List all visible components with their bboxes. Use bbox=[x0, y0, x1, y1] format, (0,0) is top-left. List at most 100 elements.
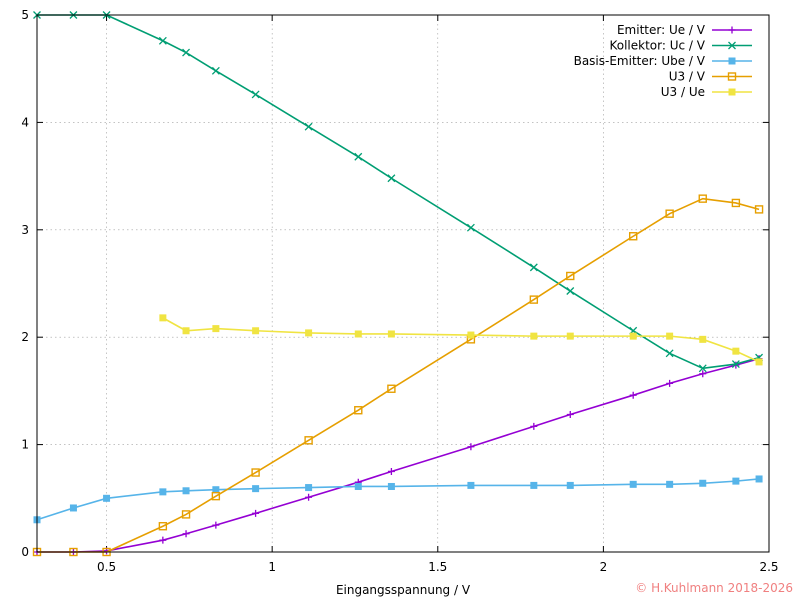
data-point bbox=[252, 509, 260, 517]
legend-marker bbox=[728, 41, 736, 50]
data-point bbox=[629, 332, 637, 340]
series-3 bbox=[33, 475, 763, 524]
data-point bbox=[182, 530, 190, 538]
data-point bbox=[159, 314, 167, 322]
data-point bbox=[304, 122, 313, 131]
data-point bbox=[566, 332, 574, 340]
grid-lines bbox=[37, 15, 769, 552]
y-tick-label: 3 bbox=[21, 223, 29, 237]
data-point bbox=[305, 493, 313, 501]
data-point bbox=[754, 205, 764, 214]
data-point bbox=[182, 48, 191, 57]
data-point bbox=[159, 488, 167, 496]
x-tick-label: 2.5 bbox=[759, 560, 778, 574]
data-point bbox=[755, 358, 763, 366]
data-point bbox=[530, 332, 538, 340]
data-point bbox=[354, 330, 362, 338]
legend-label: U3 / V bbox=[669, 70, 706, 84]
data-point bbox=[666, 379, 674, 387]
data-point bbox=[251, 468, 260, 477]
data-point bbox=[530, 422, 538, 430]
data-point bbox=[698, 364, 707, 373]
series-line bbox=[36, 478, 760, 521]
data-point bbox=[699, 335, 707, 343]
x-tick-label: 0.5 bbox=[97, 560, 116, 574]
data-point bbox=[466, 223, 475, 232]
data-point bbox=[181, 510, 191, 519]
series-line bbox=[37, 14, 760, 370]
data-point bbox=[529, 263, 538, 272]
data-point bbox=[731, 198, 741, 208]
data-point bbox=[566, 271, 575, 281]
data-point bbox=[699, 479, 707, 487]
data-point bbox=[566, 411, 574, 419]
legend-marker bbox=[728, 57, 736, 65]
series-line bbox=[37, 197, 760, 553]
data-point bbox=[212, 486, 220, 494]
data-point bbox=[731, 360, 740, 369]
data-point bbox=[699, 370, 707, 378]
data-point bbox=[354, 406, 363, 415]
legend-label: Emitter: Ue / V bbox=[617, 23, 706, 37]
data-point bbox=[182, 327, 190, 335]
data-point bbox=[387, 384, 396, 393]
data-point bbox=[387, 174, 396, 183]
data-point bbox=[628, 232, 638, 241]
data-point bbox=[252, 327, 260, 335]
series-2 bbox=[33, 11, 764, 373]
y-tick-label: 0 bbox=[21, 545, 29, 559]
data-point bbox=[304, 436, 313, 445]
data-point bbox=[566, 481, 574, 489]
y-tick-label: 5 bbox=[21, 8, 29, 22]
data-point bbox=[629, 480, 637, 488]
data-point bbox=[305, 329, 313, 337]
series-5 bbox=[159, 314, 763, 366]
data-point bbox=[698, 194, 707, 203]
data-point bbox=[566, 287, 575, 295]
x-tick-label: 1 bbox=[268, 560, 276, 574]
data-point bbox=[467, 481, 475, 489]
data-point bbox=[387, 482, 395, 490]
x-axis-label: Eingangsspannung / V bbox=[336, 583, 471, 597]
data-point bbox=[159, 536, 167, 544]
data-point bbox=[354, 482, 362, 490]
x-tick-label: 1.5 bbox=[428, 560, 447, 574]
data-point bbox=[732, 477, 740, 485]
y-tick-label: 1 bbox=[21, 438, 29, 452]
data-point bbox=[158, 36, 167, 45]
data-point bbox=[530, 481, 538, 489]
plot-frame bbox=[36, 14, 770, 553]
data-point bbox=[467, 331, 475, 339]
legend: Emitter: Ue / V Kollektor: Uc / VBasis-Em… bbox=[574, 23, 752, 99]
axis-ticks: 0 1 2 3 4 5 0.5 1 1.5 2 2.5 bbox=[21, 8, 778, 574]
data-point bbox=[252, 485, 260, 493]
data-point bbox=[665, 209, 674, 218]
data-point bbox=[755, 475, 763, 483]
data-point bbox=[212, 325, 220, 333]
y-tick-label: 4 bbox=[21, 115, 29, 129]
data-point bbox=[629, 391, 637, 399]
data-point bbox=[529, 295, 539, 304]
y-tick-label: 2 bbox=[21, 330, 29, 344]
legend-marker bbox=[728, 26, 736, 34]
data-point bbox=[211, 66, 220, 75]
data-point bbox=[666, 332, 674, 340]
data-point bbox=[211, 491, 221, 501]
data-point bbox=[182, 487, 190, 495]
data-point bbox=[305, 484, 313, 492]
data-point bbox=[251, 90, 260, 99]
legend-marker bbox=[727, 72, 737, 81]
series-4 bbox=[32, 194, 764, 557]
legend-label: U3 / Ue bbox=[661, 85, 705, 99]
data-point bbox=[103, 494, 111, 502]
series-1 bbox=[33, 355, 763, 556]
copyright-notice: © H.Kuhlmann 2018-2026 bbox=[635, 581, 793, 595]
legend-label: Basis-Emitter: Ube / V bbox=[574, 54, 706, 68]
x-tick-label: 2 bbox=[600, 560, 608, 574]
data-point bbox=[354, 152, 363, 161]
data-point bbox=[212, 521, 220, 529]
data-point bbox=[666, 480, 674, 488]
data-point bbox=[387, 330, 395, 338]
legend-label: Kollektor: Uc / V bbox=[609, 39, 705, 53]
